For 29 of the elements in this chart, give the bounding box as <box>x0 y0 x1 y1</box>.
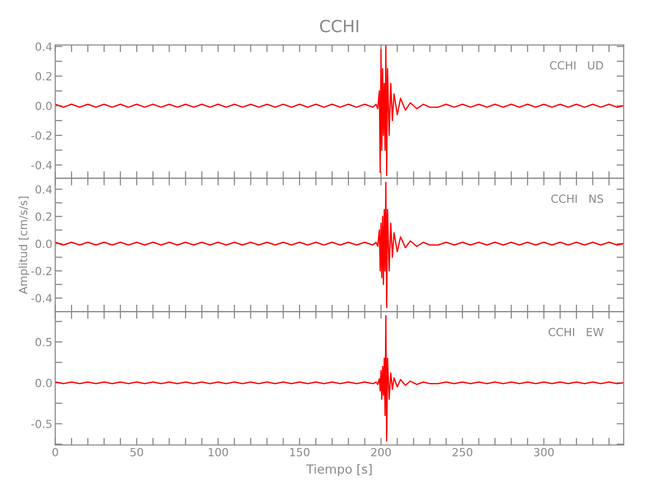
x-tick-label: 0 <box>52 448 58 456</box>
y-tick-label: 0.4 <box>36 42 52 51</box>
y-tick-label: 0.2 <box>36 212 52 221</box>
annotation: CCHI UD <box>550 61 604 70</box>
y-axis-title: Amplitud [cm/s/s] <box>18 196 30 294</box>
x-tick-label: 300 <box>534 448 554 456</box>
y-tick-label: -0.4 <box>31 294 52 302</box>
y-tick-label: 0.5 <box>36 338 52 346</box>
x-tick-label: 100 <box>208 448 228 456</box>
y-tick-label: -0.4 <box>31 160 52 170</box>
line-series <box>55 315 624 442</box>
chart-title: CCHI <box>320 20 358 32</box>
y-tick-label: -0.2 <box>31 131 52 140</box>
x-tick-label: 150 <box>290 448 310 456</box>
y-tick-label: -0.5 <box>31 420 52 428</box>
x-tick-label: 50 <box>130 448 144 456</box>
y-tick-label: 0.0 <box>36 378 52 388</box>
y-tick-label: 0.0 <box>36 102 52 110</box>
y-tick-label: -0.2 <box>31 266 52 276</box>
annotation: CCHI EW <box>548 328 604 336</box>
line-series <box>55 182 624 308</box>
x-axis-title: Tiempo [s] <box>306 464 372 476</box>
annotation: CCHI NS <box>551 194 604 203</box>
x-tick-label: 200 <box>371 448 391 456</box>
x-tick-label: 250 <box>452 448 472 456</box>
y-tick-label: 0.4 <box>36 185 52 194</box>
line-series <box>55 45 624 176</box>
y-tick-label: 0.0 <box>36 240 52 248</box>
y-tick-label: 0.2 <box>36 72 52 80</box>
